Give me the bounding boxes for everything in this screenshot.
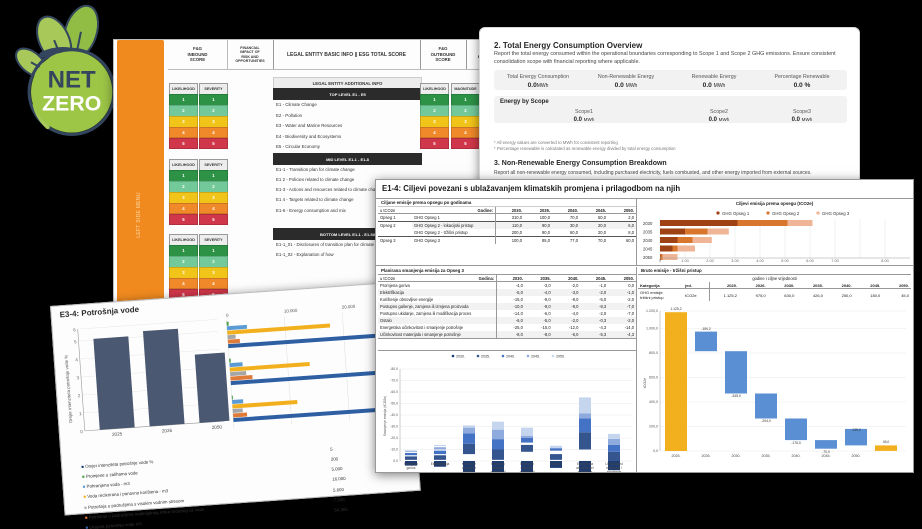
- svg-text:-135,0: -135,0: [851, 428, 861, 432]
- svg-text:8.00: 8.00: [881, 259, 888, 263]
- svg-text:2035: 2035: [643, 230, 653, 235]
- svg-text:Ostalo: Ostalo: [551, 462, 560, 466]
- svg-text:6.00: 6.00: [806, 259, 813, 263]
- svg-text:-10,0: -10,0: [390, 448, 398, 452]
- svg-text:1.00: 1.00: [681, 259, 688, 263]
- svg-text:-40,0: -40,0: [390, 413, 398, 417]
- svg-text:-80,0: -80,0: [390, 367, 398, 371]
- svg-text:3.00: 3.00: [731, 259, 738, 263]
- svg-text:5: 5: [74, 339, 77, 344]
- svg-text:tCO2e: tCO2e: [643, 378, 647, 388]
- svg-text:-60,0: -60,0: [390, 390, 398, 394]
- svg-text:2035.: 2035.: [762, 454, 771, 458]
- svg-text:3: 3: [76, 375, 79, 380]
- svg-text:6: 6: [73, 327, 76, 332]
- svg-text:-30,0: -30,0: [390, 425, 398, 429]
- svg-text:2050.: 2050.: [852, 454, 861, 458]
- svg-text:4.00: 4.00: [756, 259, 763, 263]
- svg-text:NET: NET: [48, 66, 96, 93]
- svg-text:1.125,2: 1.125,2: [670, 307, 681, 311]
- svg-text:2.00: 2.00: [706, 259, 713, 263]
- svg-text:ZERO: ZERO: [42, 91, 101, 115]
- svg-text:Omjer intenziteta potrošnje vo: Omjer intenziteta potrošnje vode %: [63, 355, 73, 424]
- svg-text:2045: 2045: [643, 247, 653, 252]
- svg-text:GHG Opseg 2: GHG Opseg 2: [772, 211, 800, 216]
- svg-text:2026: 2026: [162, 428, 173, 434]
- svg-text:-70,0: -70,0: [390, 379, 398, 383]
- svg-text:2025.: 2025.: [672, 454, 681, 458]
- svg-text:1: 1: [79, 411, 82, 416]
- svg-text:GHG Opseg 1: GHG Opseg 1: [722, 211, 750, 216]
- svg-text:2045.: 2045.: [531, 355, 540, 359]
- svg-text:-20,0: -20,0: [390, 436, 398, 440]
- svg-text:0: 0: [659, 259, 661, 263]
- svg-text:2035.: 2035.: [481, 355, 490, 359]
- svg-text:-204,0: -204,0: [761, 419, 771, 423]
- svg-text:2: 2: [78, 393, 81, 398]
- svg-text:Elektrifikacija: Elektrifikacija: [431, 462, 450, 466]
- svg-text:1.200,0: 1.200,0: [646, 309, 658, 313]
- svg-text:2040: 2040: [643, 238, 653, 243]
- svg-text:20.000: 20.000: [342, 304, 356, 310]
- svg-text:200,0: 200,0: [649, 425, 658, 429]
- svg-text:800,0: 800,0: [649, 351, 658, 355]
- svg-text:2025: 2025: [112, 431, 123, 437]
- svg-text:1.000,0: 1.000,0: [646, 327, 658, 331]
- svg-text:2030: 2030: [643, 221, 653, 226]
- svg-text:0: 0: [80, 429, 83, 434]
- svg-text:10.000: 10.000: [284, 308, 298, 314]
- svg-text:2045.: 2045.: [822, 454, 831, 458]
- svg-text:-345,0: -345,0: [731, 394, 741, 398]
- svg-text:2030.: 2030.: [732, 454, 741, 458]
- svg-text:0,0: 0,0: [653, 449, 658, 453]
- svg-text:0,0: 0,0: [393, 459, 398, 463]
- svg-text:-176,0: -176,0: [791, 441, 801, 445]
- svg-text:2040.: 2040.: [792, 454, 801, 458]
- svg-text:4: 4: [75, 357, 78, 362]
- svg-text:2050: 2050: [643, 255, 653, 260]
- svg-text:600,0: 600,0: [649, 376, 658, 380]
- svg-text:7.00: 7.00: [831, 259, 838, 263]
- svg-text:45,0: 45,0: [883, 440, 890, 444]
- svg-text:2040.: 2040.: [506, 355, 515, 359]
- svg-text:Smanjenje emisija (tCO2e): Smanjenje emisija (tCO2e): [383, 396, 387, 437]
- svg-text:-150,2: -150,2: [701, 327, 711, 331]
- svg-text:-50,0: -50,0: [390, 402, 398, 406]
- svg-text:2026.: 2026.: [702, 454, 711, 458]
- svg-text:400,0: 400,0: [649, 400, 658, 404]
- svg-text:GHG Opseg 3: GHG Opseg 3: [822, 211, 850, 216]
- svg-text:0: 0: [226, 313, 229, 318]
- svg-text:5.00: 5.00: [781, 259, 788, 263]
- svg-text:2050: 2050: [212, 424, 223, 430]
- svg-text:2030.: 2030.: [456, 355, 465, 359]
- svg-text:2050.: 2050.: [556, 355, 565, 359]
